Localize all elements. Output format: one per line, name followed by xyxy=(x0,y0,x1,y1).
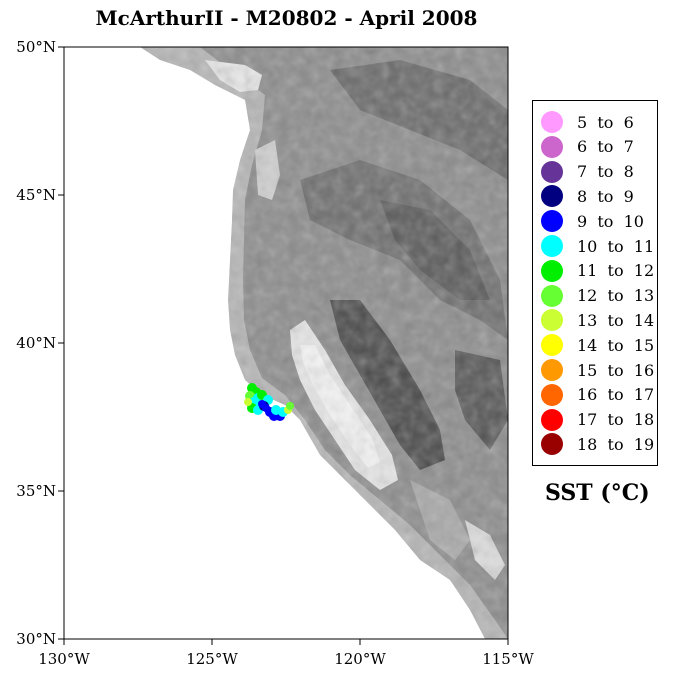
legend-label: 11 to 12 xyxy=(577,261,655,281)
legend-swatch xyxy=(541,210,563,233)
legend-item: 15 to 16 xyxy=(541,358,654,382)
legend-swatch xyxy=(541,408,563,431)
lon-label: 115°W xyxy=(482,650,534,668)
legend-item: 18 to 19 xyxy=(541,432,654,456)
legend-item: 16 to 17 xyxy=(541,383,654,407)
lon-label: 130°W xyxy=(38,650,90,668)
legend-item: 17 to 18 xyxy=(541,408,654,432)
legend-item: 6 to 7 xyxy=(541,135,634,159)
legend-item: 14 to 15 xyxy=(541,333,654,357)
legend-label: 15 to 16 xyxy=(577,360,655,380)
legend-label: 12 to 13 xyxy=(577,286,655,306)
sst-point xyxy=(286,402,294,410)
ship-track xyxy=(244,383,294,421)
legend-label: 18 to 19 xyxy=(577,434,655,454)
legend-label: 10 to 11 xyxy=(577,236,655,256)
legend-swatch xyxy=(541,135,563,158)
legend-swatch xyxy=(541,185,563,208)
legend-item: 8 to 9 xyxy=(541,184,634,208)
lat-label: 30°N xyxy=(16,630,56,648)
legend-label: 16 to 17 xyxy=(577,385,655,405)
legend-item: 9 to 10 xyxy=(541,209,644,233)
legend-label: 17 to 18 xyxy=(577,410,655,430)
legend-item: 12 to 13 xyxy=(541,284,654,308)
lat-label: 50°N xyxy=(16,38,56,56)
lat-label: 40°N xyxy=(16,334,56,352)
lat-label: 45°N xyxy=(16,186,56,204)
legend-label: 6 to 7 xyxy=(577,137,634,157)
legend-swatch xyxy=(541,235,563,257)
legend-item: 13 to 14 xyxy=(541,308,654,332)
legend-label: 9 to 10 xyxy=(577,211,644,231)
legend-item: 5 to 6 xyxy=(541,110,634,134)
legend-swatch xyxy=(541,259,563,282)
legend-title: SST (°C) xyxy=(545,480,650,506)
legend-label: 7 to 8 xyxy=(577,162,634,182)
legend-label: 13 to 14 xyxy=(577,310,655,330)
legend-label: 8 to 9 xyxy=(577,186,634,206)
legend-item: 11 to 12 xyxy=(541,259,654,283)
legend-label: 14 to 15 xyxy=(577,335,655,355)
lat-label: 35°N xyxy=(16,482,56,500)
lon-label: 120°W xyxy=(334,650,386,668)
legend-swatch xyxy=(541,433,563,456)
legend-item: 10 to 11 xyxy=(541,234,654,258)
legend-swatch xyxy=(541,309,563,332)
axis-ticks xyxy=(58,46,509,645)
legend-swatch xyxy=(541,359,563,381)
page-title: McArthurII - M20802 - April 2008 xyxy=(95,6,478,30)
legend-label: 5 to 6 xyxy=(577,112,634,132)
lon-label: 125°W xyxy=(186,650,238,668)
legend-swatch xyxy=(541,383,563,406)
sst-legend: 5 to 6 6 to 7 7 to 8 8 to 9 9 to 10 10 to 11 1… xyxy=(532,100,658,466)
legend-swatch xyxy=(541,284,563,307)
legend-swatch xyxy=(541,160,563,183)
legend-swatch xyxy=(541,334,563,357)
sst-point xyxy=(244,398,252,406)
legend-item: 7 to 8 xyxy=(541,160,634,184)
legend-swatch xyxy=(541,111,563,133)
land-topography xyxy=(64,47,508,639)
